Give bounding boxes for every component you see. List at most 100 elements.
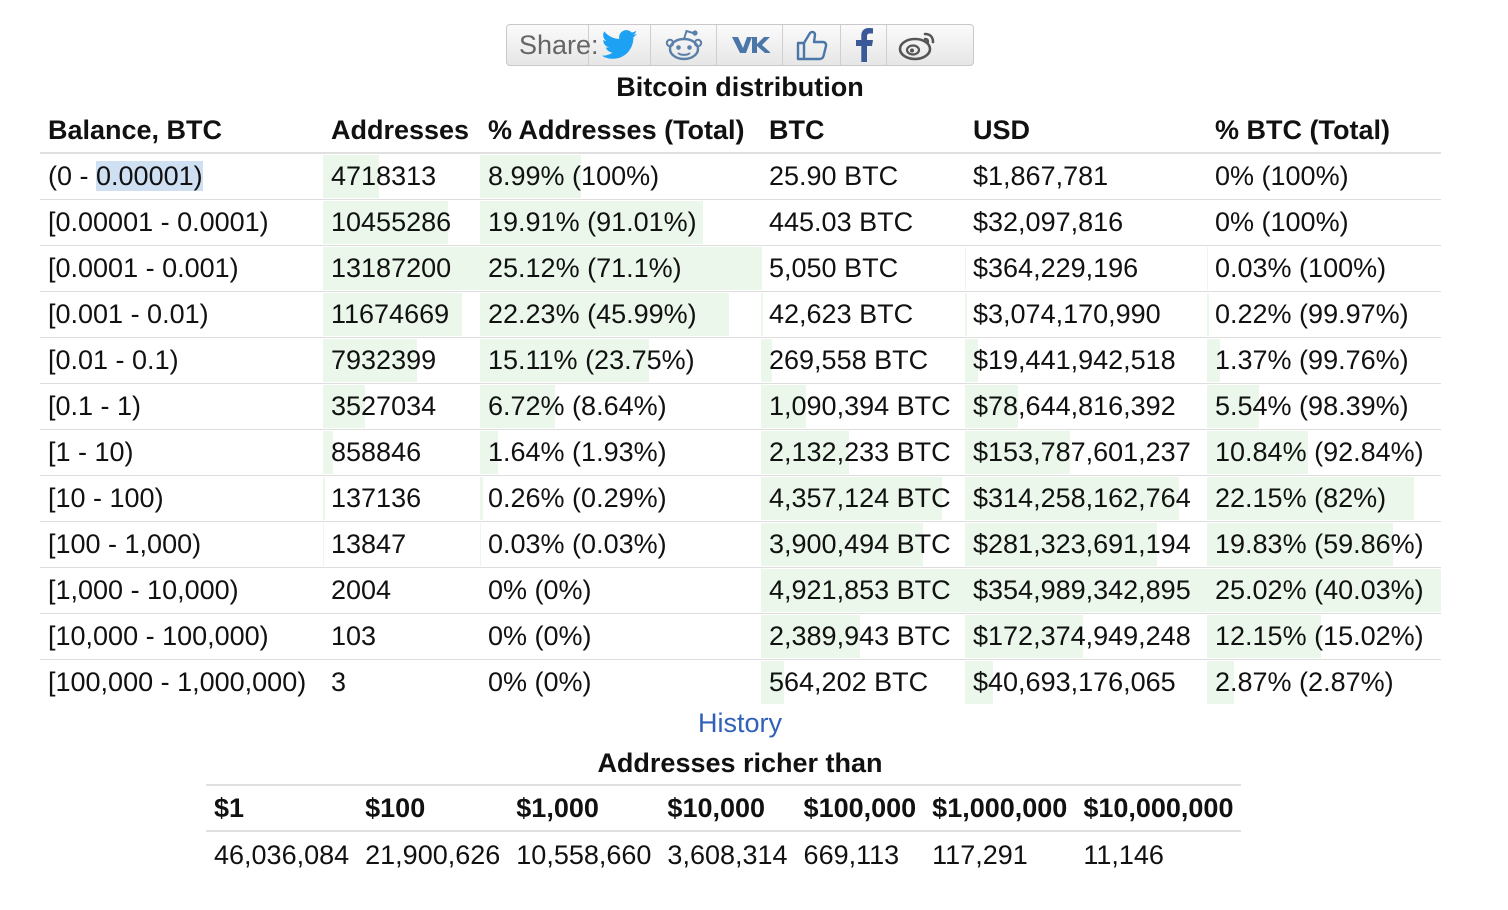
usd-cell: $19,441,942,518: [965, 337, 1207, 384]
btc-cell: 1,090,394 BTC: [761, 383, 965, 430]
pct-btc-cell: 22.15% (82%): [1207, 475, 1441, 522]
pct-addresses-label: 1.64% (1.93%): [488, 437, 667, 467]
addresses-label: 3: [331, 667, 347, 697]
addresses-cell: 858846: [323, 429, 480, 476]
value-bar: [965, 477, 1180, 520]
value-bar: [761, 615, 861, 658]
value-bar: [323, 385, 365, 428]
table-row: [0.001 - 0.01) 11674669 22.23% (45.99%) 42,…: [40, 291, 1441, 338]
distribution-table: Balance, BTC Addresses % Addresses (Tota…: [40, 108, 1441, 705]
addresses-label: 3527034: [331, 391, 437, 421]
share-like-button[interactable]: [783, 25, 841, 65]
value-bar: [761, 339, 773, 382]
pct-btc-cell: 0.22% (99.97%): [1207, 291, 1441, 338]
balance-label: [0.0001 - 0.001): [48, 253, 239, 283]
pct-addresses-cell: 19.91% (91.01%): [480, 199, 761, 246]
table-row: [0.0001 - 0.001) 13187200 25.12% (71.1%) 5,…: [40, 245, 1441, 292]
balance-cell: [0.01 - 0.1): [40, 337, 323, 384]
addresses-label: 858846: [331, 437, 422, 467]
pct-addresses-cell: 1.64% (1.93%): [480, 429, 761, 476]
btc-cell: 2,389,943 BTC: [761, 613, 965, 660]
value-bar: [965, 339, 979, 382]
addresses-cell: 11674669: [323, 291, 480, 338]
pct-btc-label: 0% (100%): [1215, 207, 1349, 237]
value-bar: [1207, 523, 1393, 566]
header-pct-addresses: % Addresses (Total): [480, 108, 761, 154]
usd-cell: $314,258,162,764: [965, 475, 1207, 522]
balance-cell: [0.1 - 1): [40, 383, 323, 430]
facebook-icon: [853, 28, 875, 62]
pct-addresses-label: 0% (0%): [488, 621, 592, 651]
richer-header: $10,000,000: [1075, 784, 1242, 832]
btc-cell: 4,357,124 BTC: [761, 475, 965, 522]
pct-btc-cell: 2.87% (2.87%): [1207, 660, 1441, 706]
balance-label: [0.00001 - 0.0001): [48, 207, 269, 237]
richer-value: 117,291: [932, 839, 1028, 870]
value-bar: [323, 293, 462, 336]
table-row: [100 - 1,000) 13847 0.03% (0.03%) 3,900,494…: [40, 521, 1441, 568]
pct-btc-label: 0.22% (99.97%): [1215, 299, 1409, 329]
addresses-cell: 3527034: [323, 383, 480, 430]
pct-btc-cell: 25.02% (40.03%): [1207, 567, 1441, 614]
addresses-label: 13187200: [331, 253, 452, 283]
usd-label: $40,693,176,065: [973, 667, 1176, 697]
value-bar: [761, 431, 850, 474]
pct-btc-cell: 19.83% (59.86%): [1207, 521, 1441, 568]
value-bar: [965, 385, 1019, 428]
btc-cell: 2,132,233 BTC: [761, 429, 965, 476]
pct-addresses-cell: 25.12% (71.1%): [480, 245, 761, 292]
balance-cell: [1,000 - 10,000): [40, 567, 323, 614]
table-header-row: Balance, BTC Addresses % Addresses (Tota…: [40, 108, 1441, 154]
addresses-cell: 2004: [323, 567, 480, 614]
richer-value: 10,558,660: [516, 839, 652, 870]
balance-cell: (0 - 0.00001): [40, 153, 323, 200]
balance-label: [0.1 - 1): [48, 391, 142, 421]
pct-addresses-label: 6.72% (8.64%): [488, 391, 667, 421]
value-bar: [965, 293, 968, 336]
value-bar: [1207, 615, 1321, 658]
usd-label: $314,258,162,764: [973, 483, 1191, 513]
pct-btc-label: 10.84% (92.84%): [1215, 437, 1424, 467]
btc-label: 269,558 BTC: [769, 345, 929, 375]
pct-btc-label: 0% (100%): [1215, 161, 1349, 191]
share-weibo-button[interactable]: [887, 25, 949, 65]
value-bar: [1207, 385, 1259, 428]
btc-label: 42,623 BTC: [769, 299, 914, 329]
usd-cell: $153,787,601,237: [965, 429, 1207, 476]
balance-label: [10,000 - 100,000): [48, 621, 269, 651]
usd-label: $19,441,942,518: [973, 345, 1176, 375]
richer-header-row: $1 $100 $1,000 $10,000 $100,000 $1,000,000 $10…: [206, 784, 1242, 832]
share-facebook-button[interactable]: [841, 25, 887, 65]
value-bar: [965, 431, 1070, 474]
usd-label: $32,097,816: [973, 207, 1124, 237]
share-vk-button[interactable]: [717, 25, 783, 65]
value-bar: [965, 523, 1157, 566]
pct-addresses-label: 15.11% (23.75%): [488, 345, 695, 375]
addresses-cell: 103: [323, 613, 480, 660]
pct-btc-cell: 5.54% (98.39%): [1207, 383, 1441, 430]
history-link[interactable]: History: [697, 708, 782, 738]
pct-addresses-cell: 22.23% (45.99%): [480, 291, 761, 338]
pct-addresses-label: 0.03% (0.03%): [488, 529, 667, 559]
balance-label: (0 - 0.00001): [48, 161, 203, 191]
value-bar: [965, 661, 993, 704]
weibo-icon: [898, 29, 938, 61]
usd-label: $78,644,816,392: [973, 391, 1176, 421]
richer-header: $1,000,000: [924, 784, 1076, 832]
richer-title: Addresses richer than: [597, 748, 883, 778]
pct-addresses-cell: 0% (0%): [480, 567, 761, 614]
pct-addresses-cell: 0.26% (0.29%): [480, 475, 761, 522]
balance-cell: [100,000 - 1,000,000): [40, 660, 323, 706]
share-twitter-button[interactable]: [589, 25, 651, 65]
pct-addresses-label: 8.99% (100%): [488, 161, 660, 191]
share-reddit-button[interactable]: [651, 25, 717, 65]
header-usd: USD: [965, 108, 1207, 154]
value-bar: [965, 569, 1207, 612]
pct-addresses-label: 0% (0%): [488, 667, 592, 697]
addresses-cell: 4718313: [323, 153, 480, 200]
pct-btc-label: 22.15% (82%): [1215, 483, 1387, 513]
usd-cell: $40,693,176,065: [965, 660, 1207, 706]
btc-cell: 4,921,853 BTC: [761, 567, 965, 614]
pct-btc-cell: 12.15% (15.02%): [1207, 613, 1441, 660]
btc-label: 25.90 BTC: [769, 161, 899, 191]
